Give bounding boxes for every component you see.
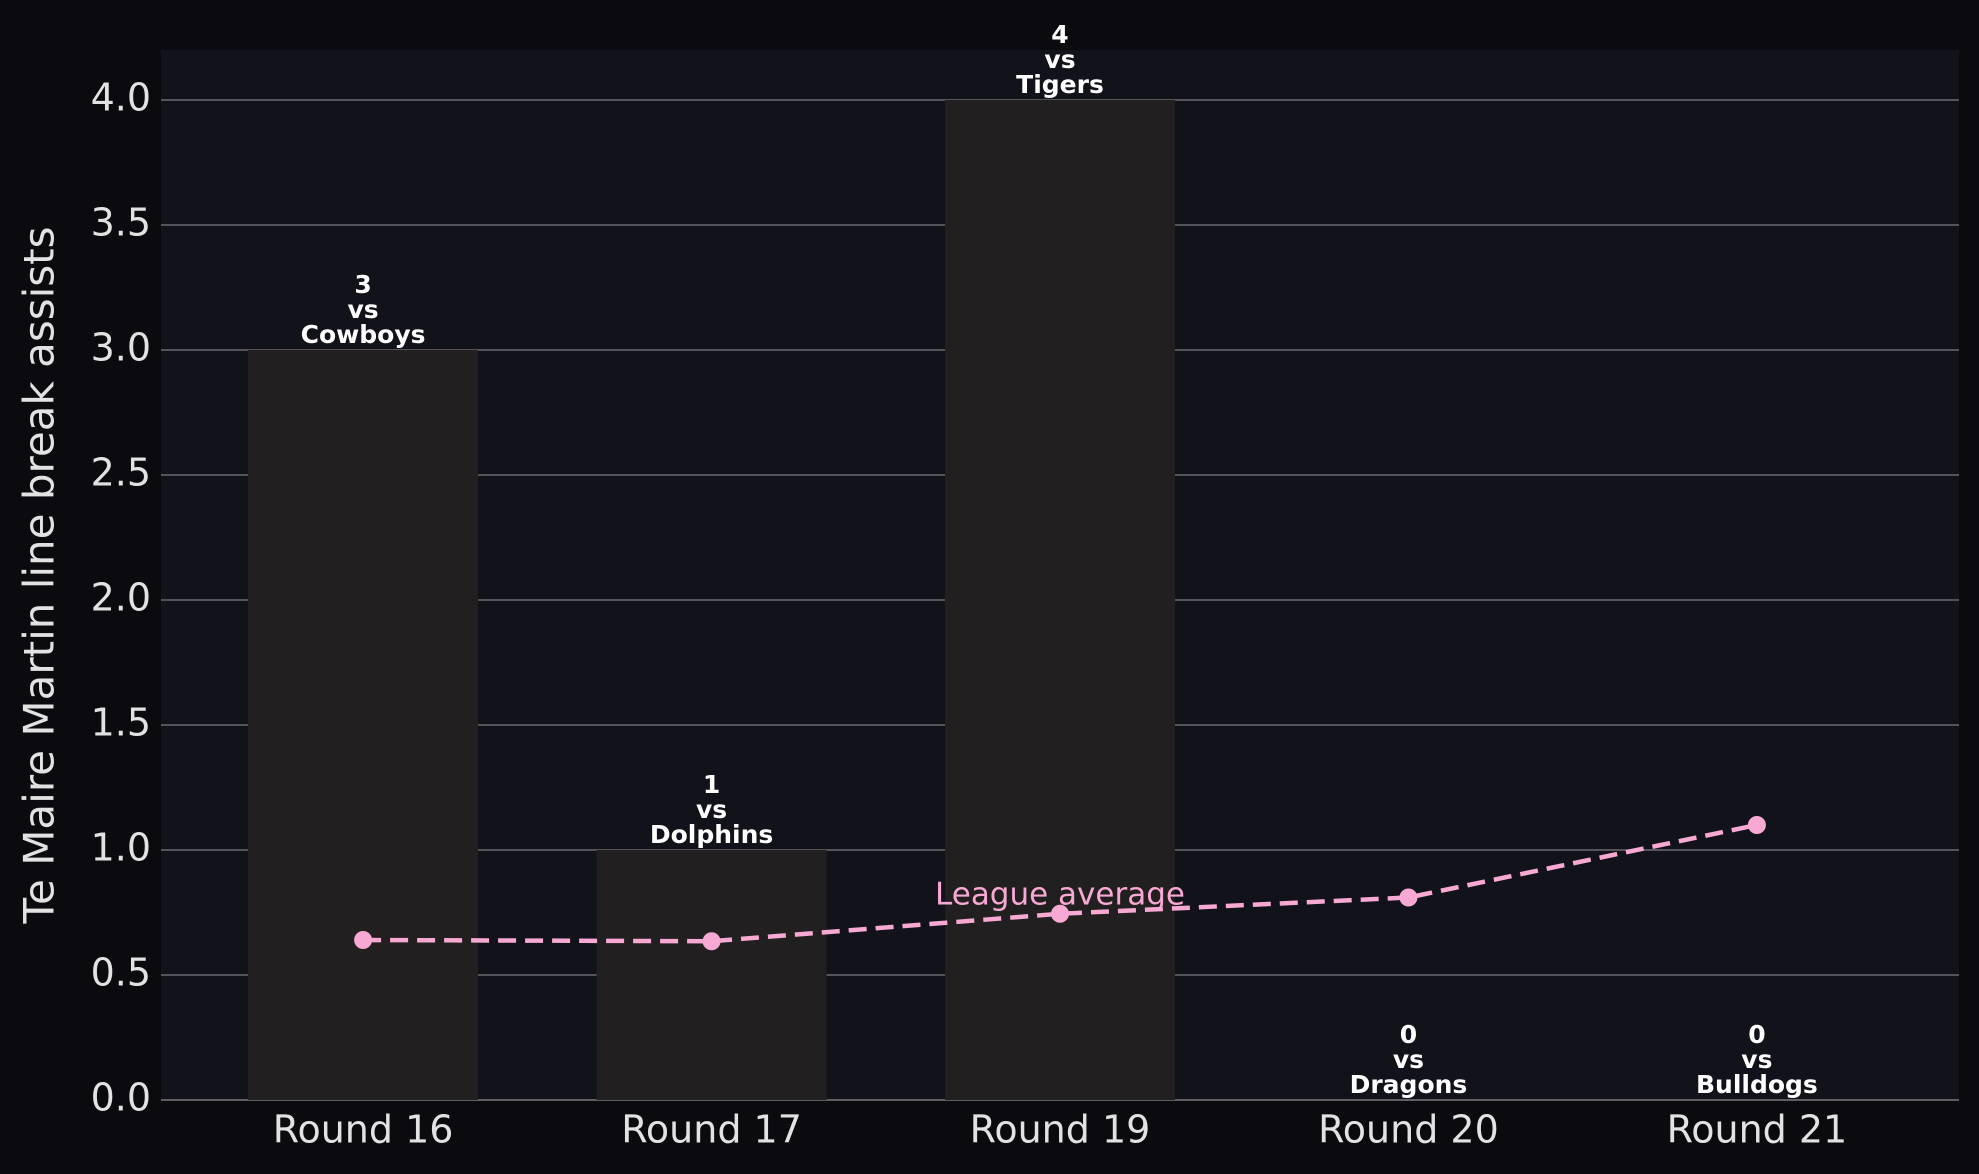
data-label: 0	[1400, 1020, 1417, 1049]
data-label: 4	[1051, 20, 1068, 49]
data-label: 3	[354, 270, 371, 299]
data-label-opponent: Cowboys	[301, 320, 426, 349]
y-tick-label: 0.0	[91, 1076, 151, 1120]
data-label-opponent: Tigers	[1016, 70, 1104, 99]
data-label-opponent: Bulldogs	[1696, 1070, 1818, 1099]
bar	[248, 350, 479, 1100]
data-label: 0	[1748, 1020, 1765, 1049]
data-label-connector: vs	[1741, 1045, 1772, 1074]
data-label-connector: vs	[1044, 45, 1075, 74]
data-label-connector: vs	[1393, 1045, 1424, 1074]
y-tick-label: 3.0	[91, 326, 151, 370]
x-tick-label: Round 20	[1318, 1108, 1499, 1152]
average-marker	[354, 931, 373, 949]
bar	[945, 100, 1175, 1100]
y-tick-label: 4.0	[91, 76, 151, 120]
average-label: League average	[935, 876, 1185, 912]
data-label: 1	[703, 770, 720, 799]
bar	[596, 850, 827, 1100]
y-tick-label: 1.5	[91, 701, 151, 745]
data-label-connector: vs	[348, 295, 379, 324]
average-marker	[1051, 904, 1069, 923]
x-tick-label: Round 17	[621, 1108, 802, 1152]
y-tick-label: 1.0	[91, 826, 151, 870]
average-marker	[702, 932, 721, 951]
x-tick-label: Round 16	[273, 1108, 454, 1152]
average-marker	[1747, 816, 1766, 834]
y-tick-label: 0.5	[91, 951, 151, 995]
y-tick-label: 3.5	[91, 201, 151, 245]
x-tick-label: Round 21	[1667, 1108, 1848, 1152]
y-tick-label: 2.5	[91, 451, 151, 495]
average-line	[363, 822, 1758, 944]
y-tick-label: 2.0	[91, 576, 151, 620]
average-marker	[1399, 888, 1418, 907]
data-label-opponent: Dolphins	[650, 820, 773, 849]
x-tick-label: Round 19	[970, 1108, 1151, 1152]
y-axis-label: Te Maire Martin line break assists	[15, 226, 64, 924]
data-label-opponent: Dragons	[1350, 1070, 1468, 1099]
data-label-connector: vs	[696, 795, 727, 824]
